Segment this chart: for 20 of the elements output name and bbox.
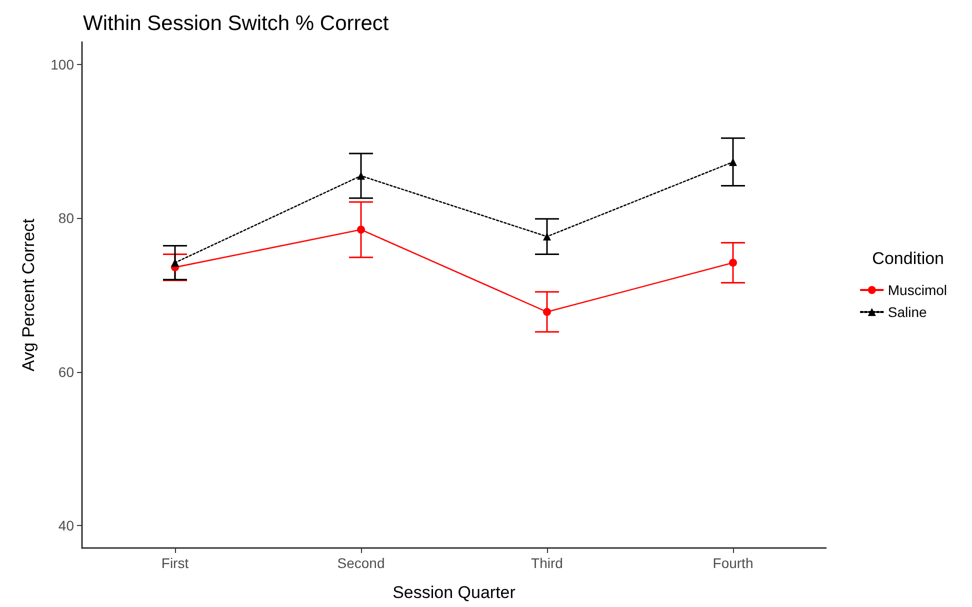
x-tick-label: Fourth [712,555,754,571]
x-tick-label: Second [337,555,385,571]
legend-label: Saline [888,304,928,320]
y-axis-title: Avg Percent Correct [19,218,38,372]
y-tick-label: 40 [58,518,74,534]
point [729,258,737,267]
x-tick-label: Third [531,555,563,571]
chart-title: Within Session Switch % Correct [83,12,389,35]
x-axis-title: Session Quarter [392,583,516,602]
legend-label: Muscimol [888,282,948,298]
point [543,308,551,316]
point [171,258,179,267]
legend-title: Condition [872,249,944,268]
point [357,226,365,234]
y-tick-label: 100 [50,56,74,72]
y-tick-label: 60 [58,364,74,380]
point [357,172,365,180]
y-tick-label: 80 [58,210,74,226]
point [543,232,551,241]
x-tick-label: First [161,555,189,571]
